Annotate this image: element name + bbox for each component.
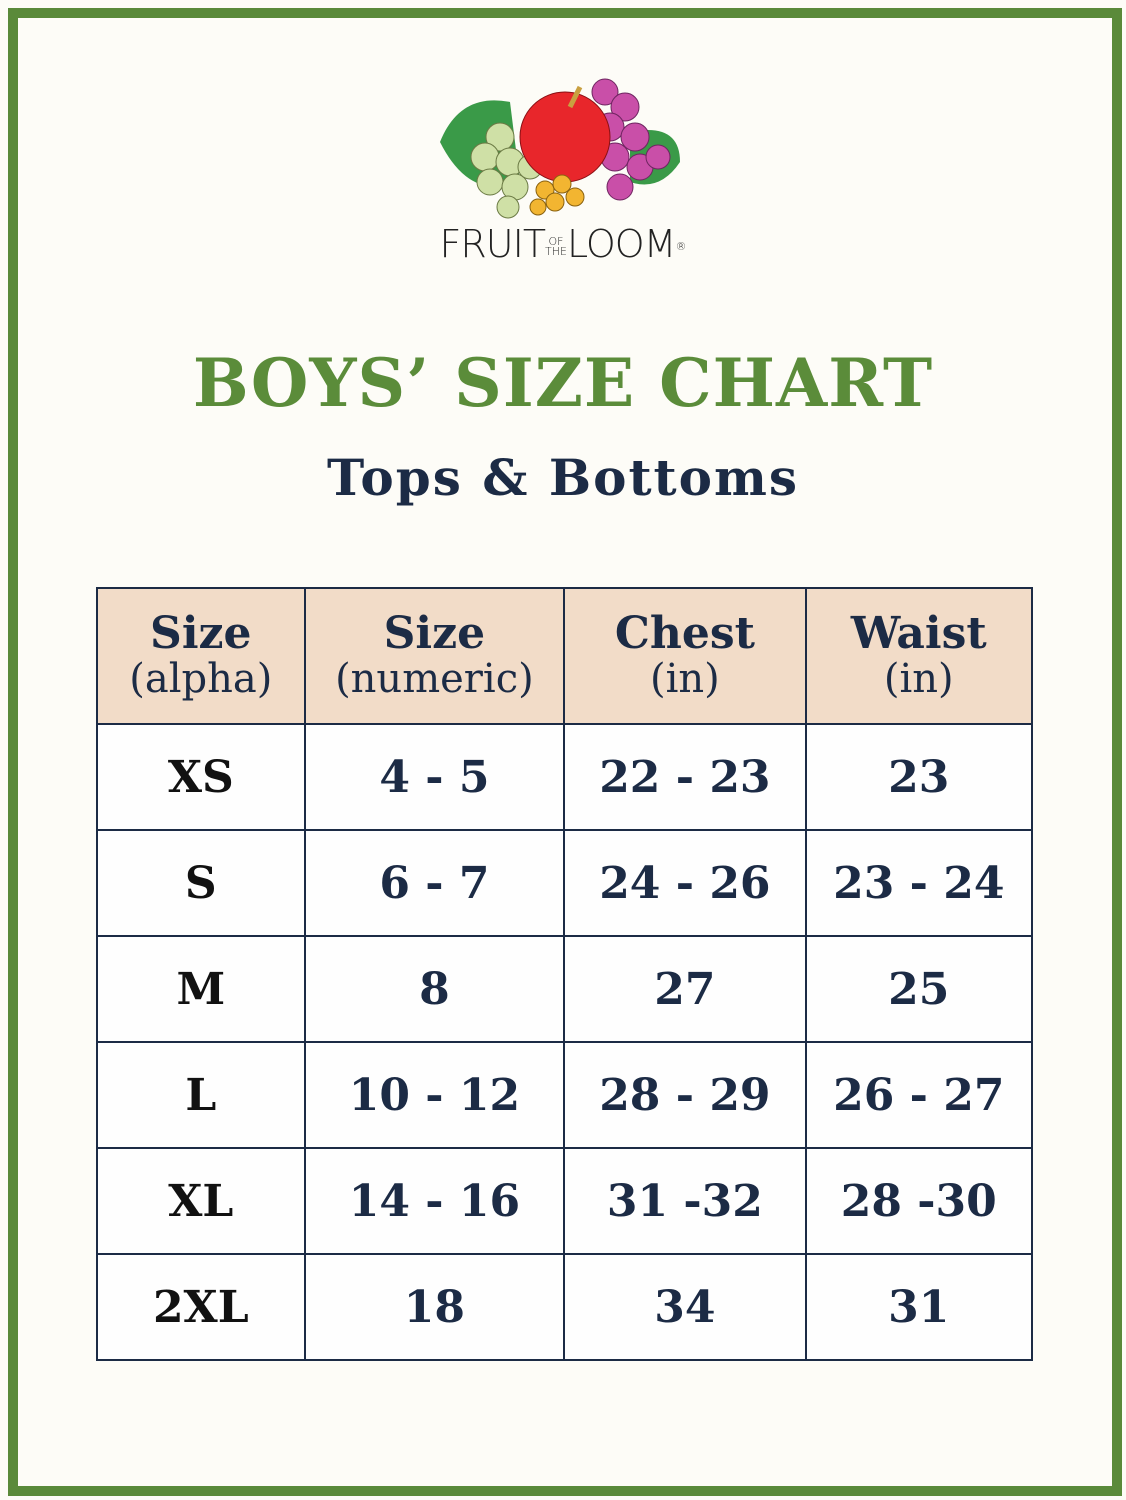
- table-row: M 8 27 25: [96, 935, 1034, 1043]
- table-row: L 10 - 12 28 - 29 26 - 27: [96, 1041, 1034, 1149]
- cell-chest: 31 -32: [563, 1147, 807, 1255]
- cell-waist: 31: [804, 1253, 1034, 1361]
- brand-loom: LOOM: [567, 222, 676, 266]
- cell-size-alpha: XS: [96, 723, 306, 831]
- table-row: XL 14 - 16 31 -32 28 -30: [96, 1147, 1034, 1255]
- cell-chest: 22 - 23: [563, 723, 807, 831]
- registered-mark: ®: [675, 239, 687, 253]
- table-header-row: Size (alpha) Size (numeric) Chest (in) Wais…: [96, 587, 1034, 725]
- cell-size-numeric: 4 - 5: [303, 723, 566, 831]
- brand-fruit: FRUIT: [439, 222, 546, 266]
- cell-size-alpha: S: [96, 829, 306, 937]
- cell-size-alpha: M: [96, 935, 306, 1043]
- header-size-alpha: Size (alpha): [96, 587, 306, 725]
- page-subtitle: Tops & Bottoms: [326, 448, 800, 507]
- header-chest: Chest (in): [563, 587, 807, 725]
- cell-size-alpha: L: [96, 1041, 306, 1149]
- cell-waist: 25: [804, 935, 1034, 1043]
- cell-size-numeric: 10 - 12: [303, 1041, 566, 1149]
- brand-wordmark: FRUIT OF THELOOM®: [0, 222, 1126, 266]
- fruit-of-the-loom-logo: [440, 78, 680, 219]
- cell-waist: 26 - 27: [804, 1041, 1034, 1149]
- cell-waist: 23 - 24: [804, 829, 1034, 937]
- cell-waist: 23: [804, 723, 1034, 831]
- table-row: 2XL 18 34 31: [96, 1253, 1034, 1361]
- table-row: XS 4 - 5 22 - 23 23: [96, 723, 1034, 831]
- page-title: BOYS’ SIZE CHART: [192, 344, 934, 422]
- cell-size-numeric: 18: [303, 1253, 566, 1361]
- brand-of: OF: [548, 234, 564, 248]
- cell-chest: 27: [563, 935, 807, 1043]
- cell-chest: 28 - 29: [563, 1041, 807, 1149]
- size-table: Size (alpha) Size (numeric) Chest (in) Wais…: [96, 587, 1034, 1361]
- cell-size-numeric: 8: [303, 935, 566, 1043]
- cell-chest: 24 - 26: [563, 829, 807, 937]
- cell-waist: 28 -30: [804, 1147, 1034, 1255]
- brand-the: THE: [545, 244, 567, 258]
- cell-size-alpha: 2XL: [96, 1253, 306, 1361]
- header-waist: Waist (in): [804, 587, 1034, 725]
- header-size-numeric: Size (numeric): [303, 587, 566, 725]
- page-border: [8, 8, 1122, 1496]
- cell-size-alpha: XL: [96, 1147, 306, 1255]
- cell-size-numeric: 14 - 16: [303, 1147, 566, 1255]
- cell-size-numeric: 6 - 7: [303, 829, 566, 937]
- cell-chest: 34: [563, 1253, 807, 1361]
